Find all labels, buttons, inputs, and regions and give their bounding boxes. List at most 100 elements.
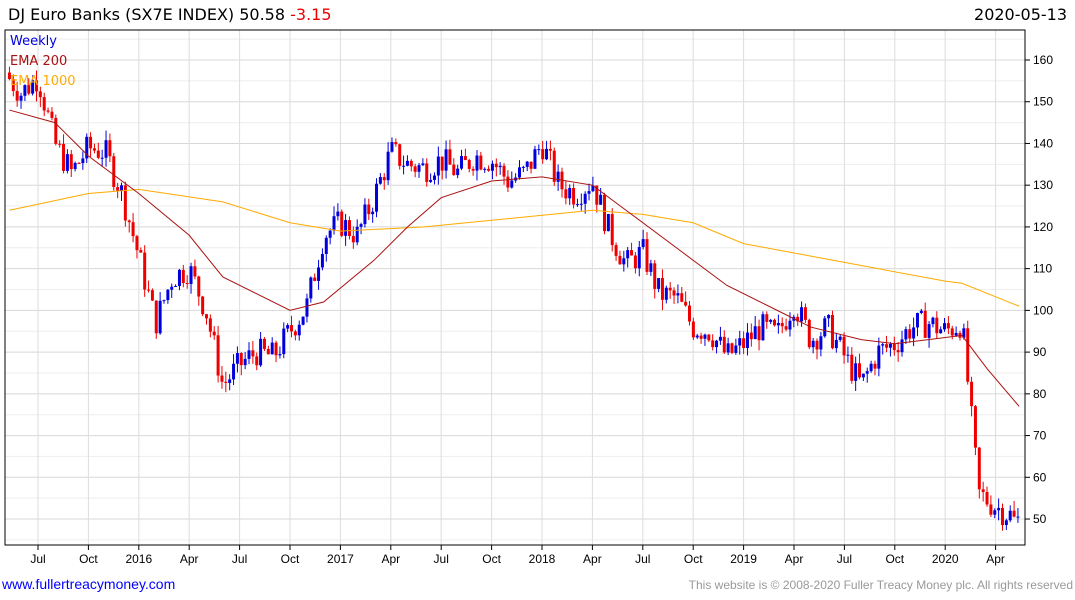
candle-body xyxy=(908,329,912,339)
y-tick-label: 100 xyxy=(1033,303,1053,317)
candle-body xyxy=(54,117,58,144)
candle-body xyxy=(483,168,487,170)
candle-body xyxy=(65,154,69,171)
candle-body xyxy=(622,258,626,265)
candle-body xyxy=(255,356,259,366)
candle-body xyxy=(850,354,854,381)
candle-body xyxy=(1008,510,1012,521)
candle-body xyxy=(301,316,305,325)
candle-body xyxy=(282,328,286,355)
candle-body xyxy=(931,317,935,325)
candle-body xyxy=(722,336,726,353)
candle-body xyxy=(112,156,116,187)
candle-body xyxy=(641,239,645,248)
candle-body xyxy=(568,187,572,199)
candle-body xyxy=(888,343,892,348)
x-tick-label: 2017 xyxy=(327,552,354,566)
candle-body xyxy=(7,72,11,80)
candle-body xyxy=(382,177,386,181)
candle-body xyxy=(216,335,220,376)
site-link[interactable]: www.fullertreacymoney.com xyxy=(2,576,176,592)
candle-body xyxy=(653,263,657,289)
candle-body xyxy=(545,148,549,160)
candle-body xyxy=(208,318,212,332)
candle-body xyxy=(317,267,321,281)
candle-body xyxy=(386,151,390,181)
x-tick-label: 2018 xyxy=(529,552,556,566)
y-tick-label: 130 xyxy=(1033,178,1053,192)
candle-body xyxy=(328,230,332,238)
candle-body xyxy=(865,371,869,374)
x-tick-label: Oct xyxy=(885,552,904,566)
candle-body xyxy=(166,289,170,301)
candle-body xyxy=(1004,520,1008,526)
candle-body xyxy=(684,301,688,306)
candle-body xyxy=(881,344,885,346)
candle-body xyxy=(854,363,858,381)
candle-body xyxy=(649,263,653,272)
candle-body xyxy=(657,278,661,289)
ema-1000-line xyxy=(9,188,1020,307)
candle-body xyxy=(448,149,452,165)
candle-body xyxy=(950,328,954,336)
candle-body xyxy=(618,255,622,265)
candle-body xyxy=(660,278,664,300)
candle-body xyxy=(718,336,722,341)
candle-body xyxy=(630,250,634,256)
candle-body xyxy=(587,191,591,194)
candle-body xyxy=(703,334,707,339)
copyright-text: This website is © 2008-2020 Fuller Treac… xyxy=(688,578,1073,592)
candle-body xyxy=(506,176,510,188)
candle-body xyxy=(347,220,351,237)
candle-body xyxy=(645,239,649,272)
candle-body xyxy=(177,269,181,287)
candle-body xyxy=(212,331,216,336)
candle-body xyxy=(610,214,614,246)
candle-body xyxy=(541,149,545,160)
candle-body xyxy=(726,343,730,353)
candle-body xyxy=(313,277,317,281)
candle-body xyxy=(946,323,950,329)
candle-body xyxy=(599,194,603,205)
candle-body xyxy=(174,286,178,288)
candle-body xyxy=(185,282,189,285)
candle-body xyxy=(807,319,811,348)
candle-body xyxy=(691,321,695,338)
candle-body xyxy=(460,156,464,169)
candle-body xyxy=(552,150,556,182)
candle-body xyxy=(796,316,800,322)
candle-body xyxy=(730,343,734,353)
y-tick-label: 120 xyxy=(1033,220,1053,234)
candle-body xyxy=(745,332,749,349)
candle-body xyxy=(73,162,77,170)
candle-body xyxy=(270,342,274,355)
y-tick-label: 70 xyxy=(1033,429,1047,443)
x-tick-label: Oct xyxy=(79,552,98,566)
candle-body xyxy=(676,293,680,296)
candle-body xyxy=(873,363,877,369)
candle-body xyxy=(869,363,873,372)
candle-body xyxy=(672,290,676,296)
candle-body xyxy=(525,161,529,167)
candle-body xyxy=(398,144,402,166)
candle-body xyxy=(147,289,151,291)
x-tick-label: Apr xyxy=(381,552,400,566)
candle-body xyxy=(614,245,618,256)
candle-body xyxy=(266,348,270,355)
candle-body xyxy=(274,342,278,356)
candle-body xyxy=(336,211,340,217)
x-tick-label: 2020 xyxy=(932,552,959,566)
candle-body xyxy=(510,180,514,188)
candle-body xyxy=(417,165,421,172)
candle-body xyxy=(591,185,595,192)
candle-body xyxy=(927,324,931,338)
candle-body xyxy=(262,338,266,349)
candle-body xyxy=(773,319,777,326)
candle-body xyxy=(900,339,904,353)
y-tick-label: 80 xyxy=(1033,387,1047,401)
candle-body xyxy=(788,320,792,330)
candle-body xyxy=(970,381,974,407)
candle-body xyxy=(892,343,896,351)
candle-body xyxy=(456,168,460,176)
candle-body xyxy=(201,296,205,315)
